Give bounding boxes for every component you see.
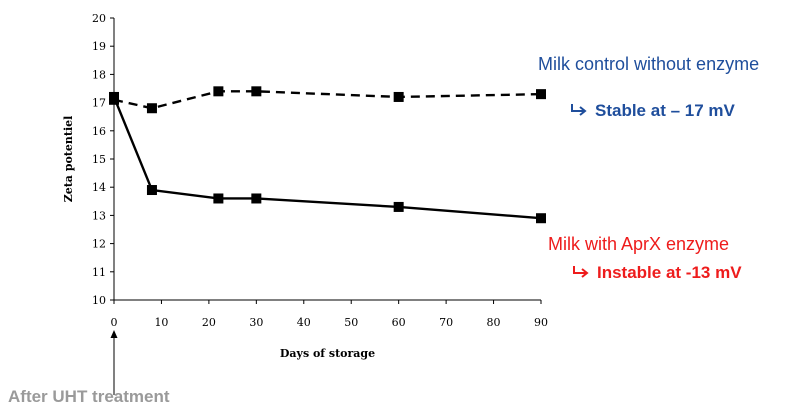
y-tick-label: 16 <box>92 125 106 138</box>
x-tick-label: 80 <box>487 316 501 329</box>
y-tick-label: 19 <box>92 40 106 53</box>
turn-arrow-icon <box>573 266 589 278</box>
data-point-marker <box>213 193 224 204</box>
x-tick-label: 90 <box>534 316 548 329</box>
control-note-text: Stable at – 17 mV <box>595 101 735 120</box>
x-tick-label: 0 <box>111 316 118 329</box>
x-tick-label: 40 <box>297 316 311 329</box>
turn-arrow-icon <box>571 104 587 116</box>
data-point-marker <box>393 201 404 212</box>
x-tick-label: 20 <box>202 316 216 329</box>
uht-treatment-label: After UHT treatment <box>8 387 170 406</box>
data-point-marker <box>251 193 262 204</box>
aprx-series-label: Milk with AprX enzyme <box>548 234 730 254</box>
data-point-marker <box>251 86 262 97</box>
y-tick-label: 13 <box>92 209 106 222</box>
series-aprx <box>109 91 546 224</box>
control-note: Stable at – 17 mV <box>569 101 735 121</box>
data-point-marker <box>213 86 224 97</box>
y-tick-label: 11 <box>92 266 106 279</box>
data-point-marker <box>109 91 119 102</box>
aprx-note: Instable at -13 mV <box>571 263 742 283</box>
y-axis-title: Zeta potentiel <box>62 116 75 203</box>
x-tick-label: 60 <box>392 316 406 329</box>
data-point-marker <box>146 103 157 114</box>
x-tick-label: 10 <box>154 316 168 329</box>
data-point-marker <box>536 89 546 100</box>
control-series-label: Milk control without enzyme <box>538 54 760 74</box>
data-point-marker <box>536 213 546 224</box>
y-tick-label: 18 <box>92 68 106 81</box>
axes: 10 11 12 13 14 15 16 17 18 19 20 0 10 20 30 40 50 60 70 80 9… <box>62 12 548 360</box>
series-line <box>113 90 542 110</box>
y-tick-label: 12 <box>92 238 106 251</box>
y-tick-label: 20 <box>92 12 106 25</box>
series-line <box>112 96 542 220</box>
data-point-marker <box>393 91 404 102</box>
data-point-marker <box>146 185 157 196</box>
y-tick-label: 17 <box>92 97 106 110</box>
series-control <box>109 86 546 114</box>
x-tick-label: 70 <box>439 316 453 329</box>
aprx-note-text: Instable at -13 mV <box>597 263 742 282</box>
x-tick-label: 30 <box>249 316 263 329</box>
x-axis-title: Days of storage <box>280 347 375 360</box>
series-layer <box>109 86 546 224</box>
y-tick-label: 14 <box>92 181 106 194</box>
uht-arrow <box>110 330 118 395</box>
y-tick-label: 10 <box>92 294 106 307</box>
x-tick-label: 50 <box>344 316 358 329</box>
y-tick-label: 15 <box>92 153 106 166</box>
